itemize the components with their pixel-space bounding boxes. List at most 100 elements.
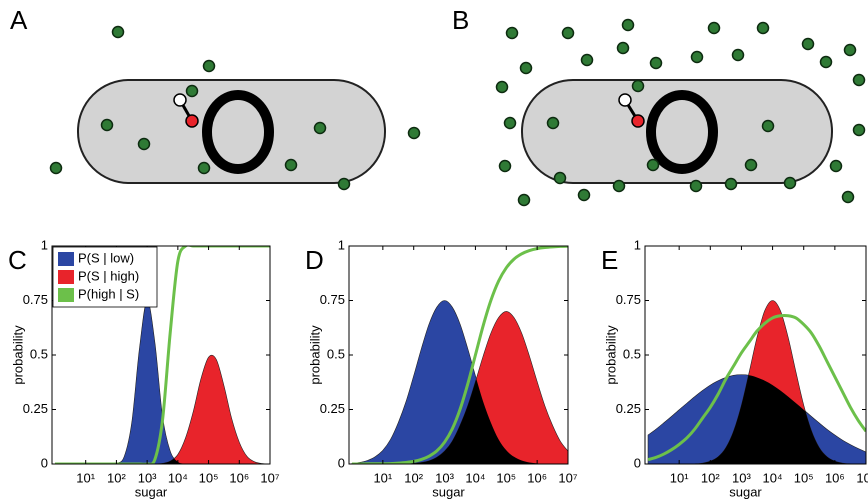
sugar-molecule: [553, 171, 567, 185]
x-tick-label: 10³: [732, 470, 751, 485]
sugar-molecule: [612, 179, 626, 193]
sugar-molecule: [783, 176, 797, 190]
x-tick-label: 10⁴: [763, 470, 783, 485]
sugar-molecule: [690, 50, 704, 64]
diagram-a: A: [10, 5, 421, 191]
sugar-molecule: [100, 118, 114, 132]
y-axis-label: probability: [10, 325, 25, 385]
x-tick-label: 10⁷: [558, 470, 577, 485]
y-axis-label: probability: [307, 325, 322, 385]
sugar-molecule: [649, 56, 663, 70]
sugar-molecule: [801, 37, 815, 51]
x-tick-label: 10²: [701, 470, 720, 485]
x-tick-label: 10⁵: [199, 470, 219, 485]
sugar-molecule: [761, 119, 775, 133]
sugar-molecule: [580, 53, 594, 67]
x-tick-label: 10¹: [373, 470, 392, 485]
legend-swatch: [58, 252, 74, 266]
sugar-molecule: [689, 179, 703, 193]
panel-label: A: [10, 5, 28, 35]
sugar-molecule: [561, 26, 575, 40]
cell: [521, 79, 833, 184]
y-axis-label: probability: [603, 325, 618, 385]
sugar-molecule: [111, 25, 125, 39]
y-tick-label: 0.5: [327, 346, 345, 361]
sugar-molecule: [731, 48, 745, 62]
x-axis-label: sugar: [432, 484, 465, 499]
sugar-molecule: [577, 188, 591, 202]
legend-label: P(S | low): [78, 250, 134, 265]
x-tick-label: 10⁵: [794, 470, 814, 485]
y-tick-label: 0: [634, 455, 641, 470]
y-tick-label: 0.25: [320, 401, 345, 416]
x-tick-label: 10⁶: [825, 470, 845, 485]
sugar-molecule: [337, 177, 351, 191]
panel-label: D: [305, 245, 324, 275]
sugar-molecule: [197, 161, 211, 175]
sugar-molecule: [646, 158, 660, 172]
line: [54, 246, 270, 464]
sugar-molecule: [707, 21, 721, 35]
sugar-molecule: [137, 137, 151, 151]
ring: [646, 90, 718, 174]
y-tick-label: 0.25: [23, 401, 48, 416]
x-tick-label: 10³: [138, 470, 157, 485]
sugar-molecule: [819, 55, 833, 69]
chart-panel: 0 0.25 0.5 0.75 1 10¹ 10² 10³ 10⁴ 10⁵ 10⁶ 10⁷ sugar p…: [601, 237, 868, 499]
ring: [202, 90, 274, 174]
sugar-molecule: [495, 80, 509, 94]
sugar-molecule: [498, 159, 512, 173]
sugar-molecule: [724, 177, 738, 191]
x-tick-label: 10⁴: [168, 470, 188, 485]
legend-swatch: [58, 288, 74, 302]
sugar-molecule: [185, 84, 199, 98]
sugar-molecule: [546, 116, 560, 130]
x-tick-label: 10⁷: [856, 470, 868, 485]
y-tick-label: 0.75: [320, 292, 345, 307]
receptor-white: [173, 93, 187, 107]
sugar-molecule: [852, 73, 866, 87]
plot-area: [54, 246, 270, 464]
y-tick-label: 1: [338, 237, 345, 252]
sugar-molecule: [313, 121, 327, 135]
receptor-white: [618, 93, 632, 107]
sugar-molecule: [503, 116, 517, 130]
sugar-molecule: [202, 59, 216, 73]
cell: [77, 79, 386, 184]
legend-swatch: [58, 270, 74, 284]
sugar-molecule: [49, 161, 63, 175]
plot-area: [351, 246, 568, 464]
receptor-red: [185, 114, 199, 128]
sugar-molecule: [829, 159, 843, 173]
y-tick-label: 0.25: [616, 401, 641, 416]
x-tick-label: 10⁴: [465, 470, 485, 485]
x-tick-label: 10¹: [670, 470, 689, 485]
sugar-molecule: [621, 18, 635, 32]
x-tick-label: 10²: [404, 470, 423, 485]
sugar-molecule: [852, 123, 866, 137]
x-tick-label: 10⁶: [527, 470, 547, 485]
y-tick-label: 0.5: [623, 346, 641, 361]
legend-label: P(S | high): [78, 268, 139, 283]
y-tick-label: 0.75: [616, 292, 641, 307]
x-axis-label: sugar: [729, 484, 762, 499]
x-tick-label: 10¹: [76, 470, 95, 485]
plot-area: [647, 300, 866, 464]
sugar-molecule: [841, 190, 855, 204]
sugar-molecule: [616, 41, 630, 55]
sugar-molecule: [843, 43, 857, 57]
legend-label: P(high | S): [78, 286, 139, 301]
y-tick-label: 0.5: [30, 346, 48, 361]
sugar-molecule: [517, 193, 531, 207]
sugar-molecule: [505, 26, 519, 40]
x-tick-label: 10⁷: [260, 470, 279, 485]
line: [647, 313, 866, 462]
y-tick-label: 0: [41, 455, 48, 470]
x-tick-label: 10⁵: [496, 470, 516, 485]
panel-label: B: [452, 5, 469, 35]
diagram-b: B: [452, 5, 866, 207]
y-tick-label: 0.75: [23, 292, 48, 307]
chart-panel: 0 0.25 0.5 0.75 1 10¹ 10² 10³ 10⁴ 10⁵ 10⁶ 10⁷ sugar p…: [8, 237, 280, 499]
sugar-molecule: [519, 61, 533, 75]
